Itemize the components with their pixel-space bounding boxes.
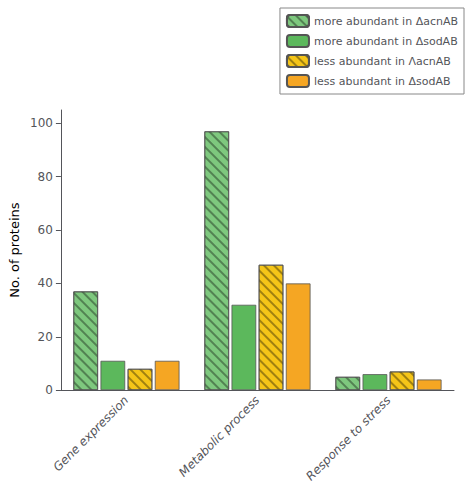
svg-text:Response to stress: Response to stress <box>303 393 393 483</box>
svg-text:60: 60 <box>38 223 53 237</box>
svg-text:less abundant in ΛacnAB: less abundant in ΛacnAB <box>314 55 451 68</box>
svg-text:20: 20 <box>38 330 53 344</box>
svg-text:No. of proteins: No. of proteins <box>7 202 22 298</box>
svg-text:40: 40 <box>38 276 53 290</box>
svg-text:0: 0 <box>45 383 53 397</box>
svg-text:80: 80 <box>38 170 53 184</box>
svg-text:less abundant in ΔsodAB: less abundant in ΔsodAB <box>314 75 451 88</box>
svg-text:more abundant in ΔacnAB: more abundant in ΔacnAB <box>314 15 458 28</box>
svg-text:more abundant in ΔsodAB: more abundant in ΔsodAB <box>314 35 458 48</box>
svg-text:100: 100 <box>30 116 53 130</box>
svg-text:Gene expression: Gene expression <box>50 393 131 474</box>
svg-text:Metabolic process: Metabolic process <box>176 393 262 479</box>
